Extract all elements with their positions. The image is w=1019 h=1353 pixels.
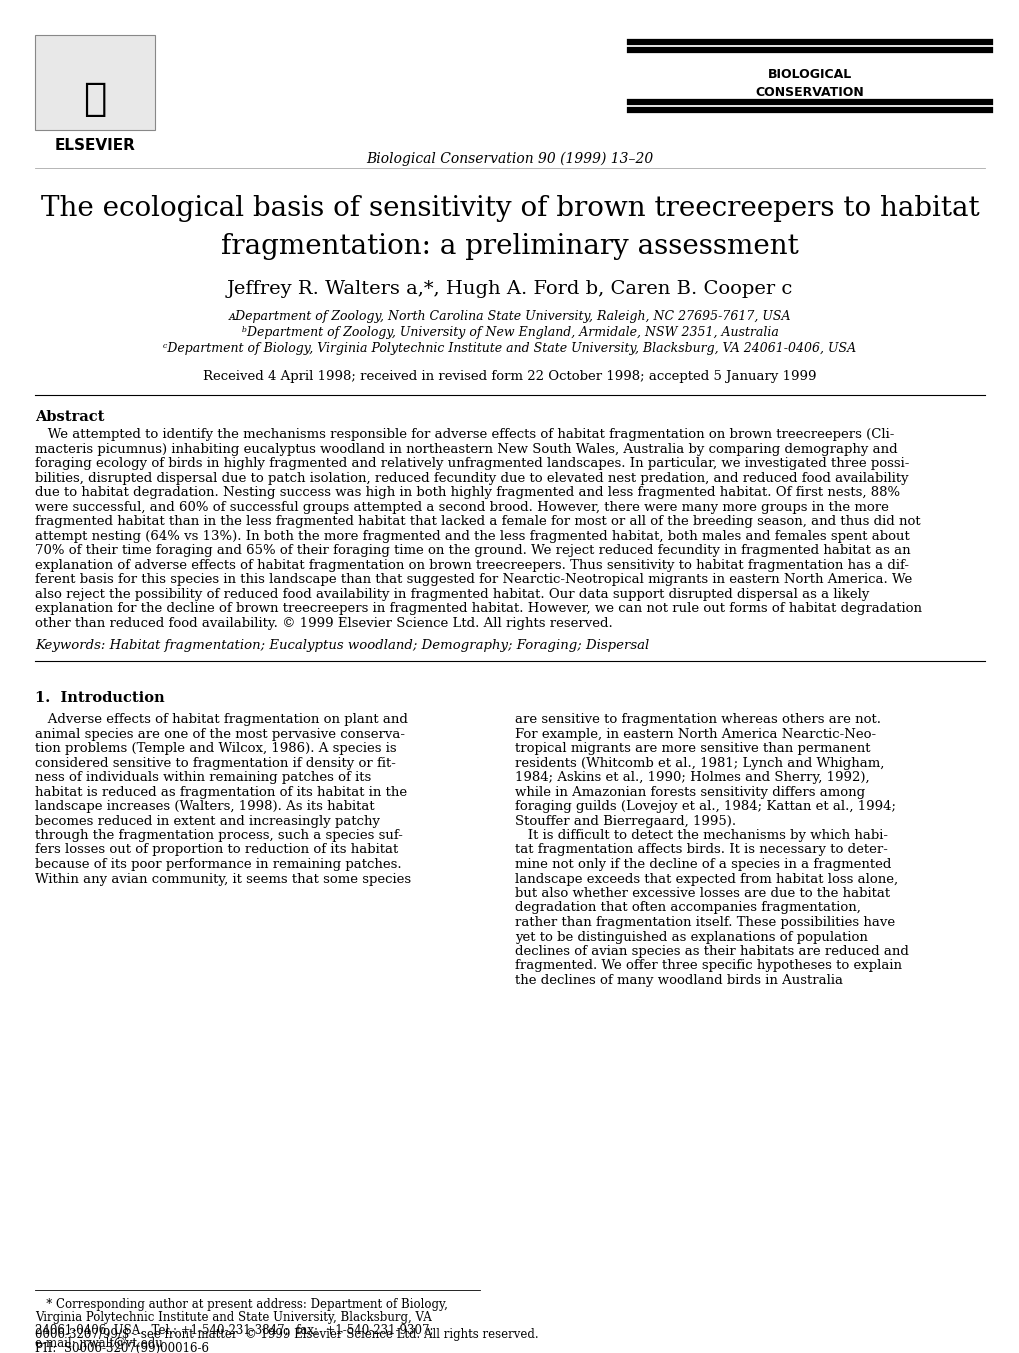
- Text: tion problems (Temple and Wilcox, 1986). A species is: tion problems (Temple and Wilcox, 1986).…: [35, 741, 396, 755]
- Text: e-mail: jrwalt@vt.edu: e-mail: jrwalt@vt.edu: [35, 1337, 163, 1350]
- Text: 70% of their time foraging and 65% of their foraging time on the ground. We reje: 70% of their time foraging and 65% of th…: [35, 544, 910, 557]
- Text: residents (Whitcomb et al., 1981; Lynch and Whigham,: residents (Whitcomb et al., 1981; Lynch …: [515, 756, 883, 770]
- Text: ferent basis for this species in this landscape than that suggested for Nearctic: ferent basis for this species in this la…: [35, 574, 911, 586]
- Text: BIOLOGICAL
CONSERVATION: BIOLOGICAL CONSERVATION: [755, 68, 863, 99]
- Text: considered sensitive to fragmentation if density or fit-: considered sensitive to fragmentation if…: [35, 756, 395, 770]
- Text: foraging guilds (Lovejoy et al., 1984; Kattan et al., 1994;: foraging guilds (Lovejoy et al., 1984; K…: [515, 800, 895, 813]
- Text: The ecological basis of sensitivity of brown treecreepers to habitat: The ecological basis of sensitivity of b…: [41, 195, 978, 222]
- Text: degradation that often accompanies fragmentation,: degradation that often accompanies fragm…: [515, 901, 860, 915]
- Text: landscape exceeds that expected from habitat loss alone,: landscape exceeds that expected from hab…: [515, 873, 898, 885]
- Text: Received 4 April 1998; received in revised form 22 October 1998; accepted 5 Janu: Received 4 April 1998; received in revis…: [203, 369, 816, 383]
- Text: 1.  Introduction: 1. Introduction: [35, 691, 164, 705]
- Text: fragmented. We offer three specific hypotheses to explain: fragmented. We offer three specific hypo…: [515, 959, 901, 973]
- Text: declines of avian species as their habitats are reduced and: declines of avian species as their habit…: [515, 944, 908, 958]
- Text: We attempted to identify the mechanisms responsible for adverse effects of habit: We attempted to identify the mechanisms …: [35, 428, 894, 441]
- Text: attempt nesting (64% vs 13%). In both the more fragmented and the less fragmente: attempt nesting (64% vs 13%). In both th…: [35, 529, 909, 543]
- Text: ᴀDepartment of Zoology, North Carolina State University, Raleigh, NC 27695-7617,: ᴀDepartment of Zoology, North Carolina S…: [228, 310, 791, 323]
- Text: because of its poor performance in remaining patches.: because of its poor performance in remai…: [35, 858, 401, 871]
- Text: the declines of many woodland birds in Australia: the declines of many woodland birds in A…: [515, 974, 842, 986]
- Text: fragmentation: a preliminary assessment: fragmentation: a preliminary assessment: [221, 233, 798, 260]
- Bar: [35, 35, 155, 130]
- Text: other than reduced food availability. © 1999 Elsevier Science Ltd. All rights re: other than reduced food availability. © …: [35, 617, 612, 629]
- Text: rather than fragmentation itself. These possibilities have: rather than fragmentation itself. These …: [515, 916, 895, 930]
- Text: macteris picumnus) inhabiting eucalyptus woodland in northeastern New South Wale: macteris picumnus) inhabiting eucalyptus…: [35, 442, 897, 456]
- Text: 24061-0406, USA.  Tel.: +1-540-231-3847;  fax:  +1-540-231-9307;: 24061-0406, USA. Tel.: +1-540-231-3847; …: [35, 1325, 433, 1337]
- Text: due to habitat degradation. Nesting success was high in both highly fragmented a: due to habitat degradation. Nesting succ…: [35, 486, 899, 499]
- Text: through the fragmentation process, such a species suf-: through the fragmentation process, such …: [35, 829, 403, 842]
- Text: Stouffer and Bierregaard, 1995).: Stouffer and Bierregaard, 1995).: [515, 815, 736, 828]
- Text: ness of individuals within remaining patches of its: ness of individuals within remaining pat…: [35, 771, 371, 783]
- Text: PII:  S0006-3207(99)00016-6: PII: S0006-3207(99)00016-6: [35, 1342, 209, 1353]
- Text: were successful, and 60% of successful groups attempted a second brood. However,: were successful, and 60% of successful g…: [35, 501, 888, 514]
- Text: Virginia Polytechnic Institute and State University, Blacksburg, VA: Virginia Polytechnic Institute and State…: [35, 1311, 431, 1325]
- Text: fragmented habitat than in the less fragmented habitat that lacked a female for : fragmented habitat than in the less frag…: [35, 515, 920, 528]
- Text: ᵇDepartment of Zoology, University of New England, Armidale, NSW 2351, Australia: ᵇDepartment of Zoology, University of Ne…: [242, 326, 777, 340]
- Text: mine not only if the decline of a species in a fragmented: mine not only if the decline of a specie…: [515, 858, 891, 871]
- Text: but also whether excessive losses are due to the habitat: but also whether excessive losses are du…: [515, 888, 890, 900]
- Text: are sensitive to fragmentation whereas others are not.: are sensitive to fragmentation whereas o…: [515, 713, 880, 727]
- Text: It is difficult to detect the mechanisms by which habi-: It is difficult to detect the mechanisms…: [515, 829, 888, 842]
- Text: becomes reduced in extent and increasingly patchy: becomes reduced in extent and increasing…: [35, 815, 380, 828]
- Text: yet to be distinguished as explanations of population: yet to be distinguished as explanations …: [515, 931, 867, 943]
- Text: Adverse effects of habitat fragmentation on plant and: Adverse effects of habitat fragmentation…: [35, 713, 408, 727]
- Text: For example, in eastern North America Nearctic-Neo-: For example, in eastern North America Ne…: [515, 728, 875, 740]
- Text: Keywords: Habitat fragmentation; Eucalyptus woodland; Demography; Foraging; Disp: Keywords: Habitat fragmentation; Eucalyp…: [35, 639, 649, 652]
- Text: habitat is reduced as fragmentation of its habitat in the: habitat is reduced as fragmentation of i…: [35, 786, 407, 798]
- Text: explanation for the decline of brown treecreepers in fragmented habitat. However: explanation for the decline of brown tre…: [35, 602, 921, 616]
- Text: Jeffrey R. Walters a,*, Hugh A. Ford b, Caren B. Cooper c: Jeffrey R. Walters a,*, Hugh A. Ford b, …: [226, 280, 793, 298]
- Text: 🌳: 🌳: [84, 80, 107, 118]
- Text: fers losses out of proportion to reduction of its habitat: fers losses out of proportion to reducti…: [35, 843, 397, 856]
- Text: ᶜDepartment of Biology, Virginia Polytechnic Institute and State University, Bla: ᶜDepartment of Biology, Virginia Polytec…: [163, 342, 856, 354]
- Text: explanation of adverse effects of habitat fragmentation on brown treecreepers. T: explanation of adverse effects of habita…: [35, 559, 908, 571]
- Text: Within any avian community, it seems that some species: Within any avian community, it seems tha…: [35, 873, 411, 885]
- Text: foraging ecology of birds in highly fragmented and relatively unfragmented lands: foraging ecology of birds in highly frag…: [35, 457, 909, 469]
- Text: Abstract: Abstract: [35, 410, 104, 423]
- Text: landscape increases (Walters, 1998). As its habitat: landscape increases (Walters, 1998). As …: [35, 800, 374, 813]
- Text: while in Amazonian forests sensitivity differs among: while in Amazonian forests sensitivity d…: [515, 786, 864, 798]
- Text: * Corresponding author at present address: Department of Biology,: * Corresponding author at present addres…: [35, 1298, 447, 1311]
- Text: tat fragmentation affects birds. It is necessary to deter-: tat fragmentation affects birds. It is n…: [515, 843, 887, 856]
- Text: 0006-3207/99/$ - see front matter  © 1999 Elsevier Science Ltd. All rights reser: 0006-3207/99/$ - see front matter © 1999…: [35, 1329, 538, 1341]
- Text: tropical migrants are more sensitive than permanent: tropical migrants are more sensitive tha…: [515, 741, 869, 755]
- Text: bilities, disrupted dispersal due to patch isolation, reduced fecundity due to e: bilities, disrupted dispersal due to pat…: [35, 471, 908, 484]
- Text: Biological Conservation 90 (1999) 13–20: Biological Conservation 90 (1999) 13–20: [366, 152, 653, 166]
- Text: animal species are one of the most pervasive conserva-: animal species are one of the most perva…: [35, 728, 405, 740]
- Text: ELSEVIER: ELSEVIER: [54, 138, 136, 153]
- Text: also reject the possibility of reduced food availability in fragmented habitat. : also reject the possibility of reduced f…: [35, 587, 868, 601]
- Text: 1984; Askins et al., 1990; Holmes and Sherry, 1992),: 1984; Askins et al., 1990; Holmes and Sh…: [515, 771, 869, 783]
